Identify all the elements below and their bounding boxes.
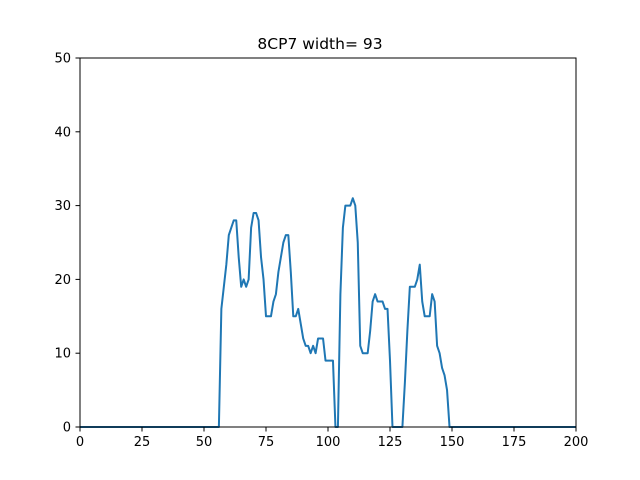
- axes-frame: [79, 57, 577, 428]
- series-line-0: [80, 197, 576, 428]
- x-tick-label: 125: [378, 435, 403, 450]
- chart-title: 8CP7 width= 93: [257, 35, 382, 53]
- x-tick-label: 50: [196, 435, 213, 450]
- x-tick-label: 100: [316, 435, 341, 450]
- y-tick-label: 10: [54, 347, 71, 362]
- x-tick-label: 175: [502, 435, 527, 450]
- x-tick-label: 200: [564, 435, 589, 450]
- y-axis-ticks: 0 10 20 30 40 50: [54, 52, 80, 436]
- y-tick-label: 50: [54, 52, 71, 67]
- y-tick-label: 40: [54, 125, 71, 140]
- y-tick-label: 30: [54, 199, 71, 214]
- y-tick-label: 20: [54, 273, 71, 288]
- x-tick-label: 75: [258, 435, 275, 450]
- x-tick-label: 150: [440, 435, 465, 450]
- x-tick-label: 25: [134, 435, 151, 450]
- y-tick-label: 0: [63, 421, 71, 436]
- plot-area: [80, 197, 576, 428]
- x-tick-label: 0: [76, 435, 84, 450]
- x-axis-ticks: 0 25 50 75 100 125 150 175 200: [76, 427, 589, 450]
